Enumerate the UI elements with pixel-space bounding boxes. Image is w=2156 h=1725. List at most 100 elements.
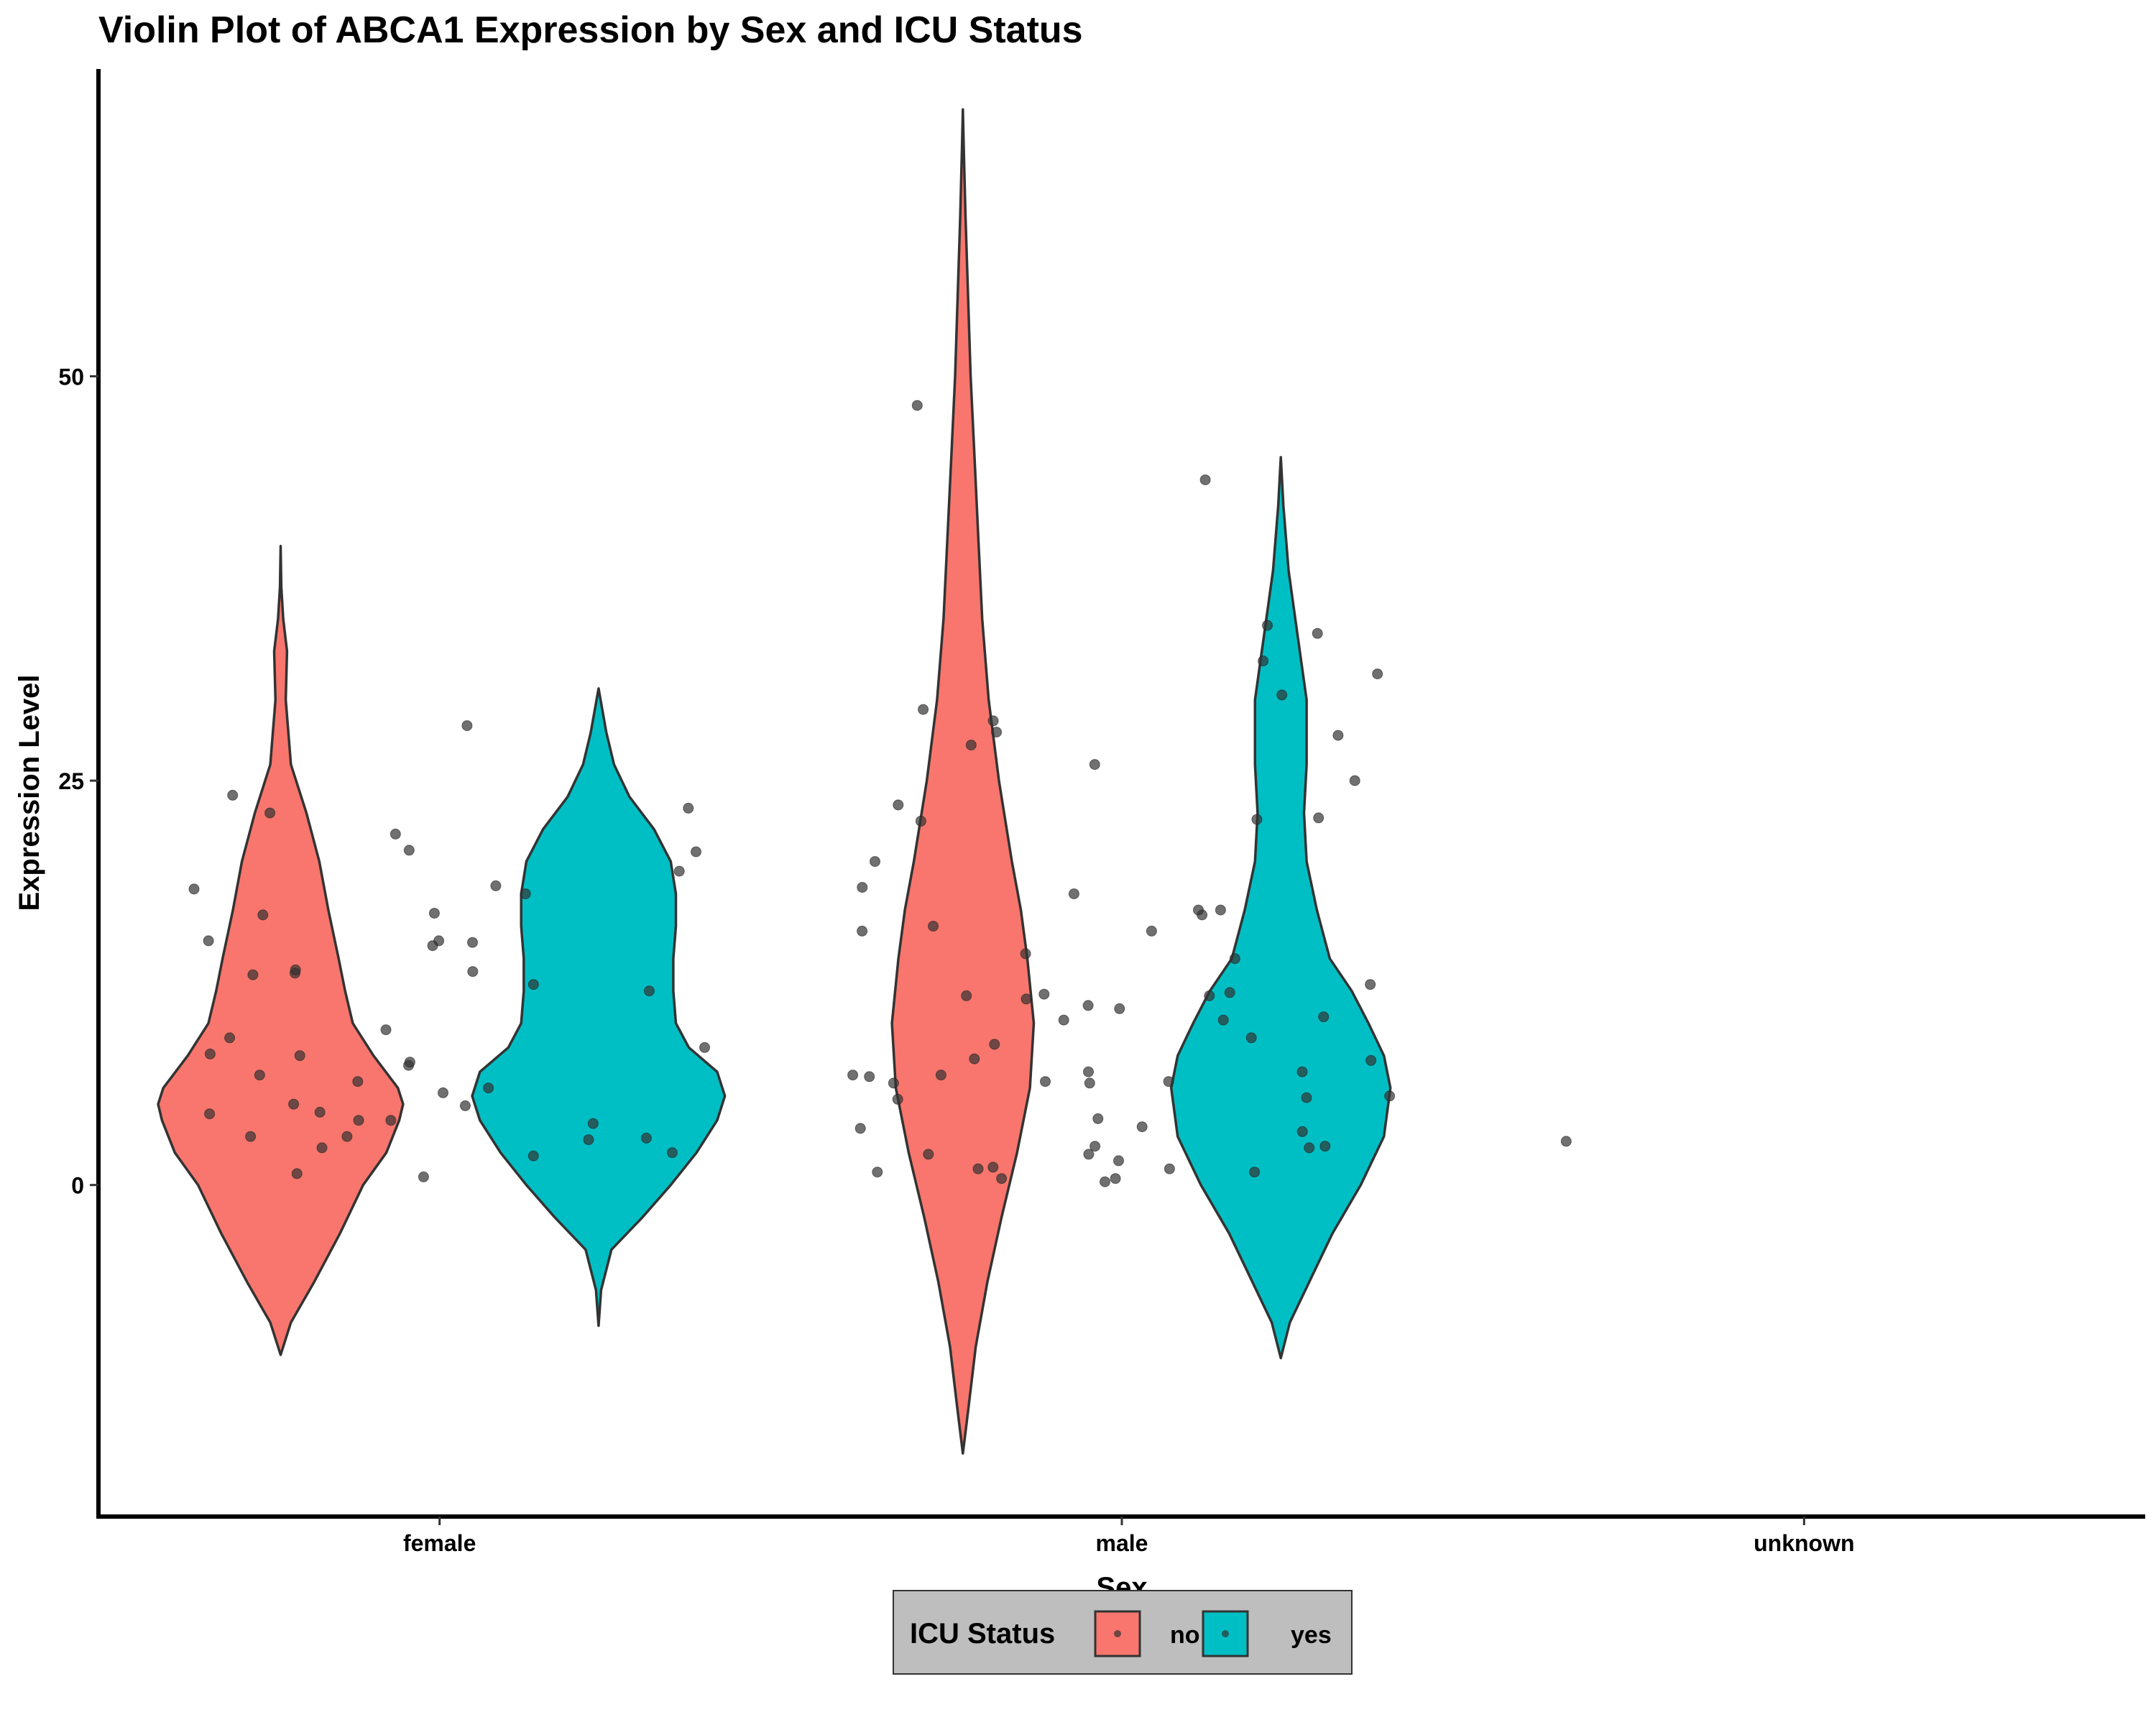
- data-point: [403, 845, 415, 856]
- data-point: [1020, 948, 1031, 960]
- y-axis-label: Expression Level: [14, 674, 45, 911]
- data-point: [257, 909, 269, 921]
- data-point: [1384, 1090, 1396, 1102]
- data-point: [353, 1115, 364, 1126]
- data-point: [188, 883, 200, 895]
- legend-point-yes: [1222, 1630, 1229, 1637]
- data-point: [666, 1147, 678, 1159]
- data-point: [385, 1115, 397, 1126]
- data-point: [587, 1118, 599, 1129]
- data-point: [203, 935, 214, 947]
- data-point: [438, 1087, 448, 1098]
- data-point: [245, 1131, 257, 1142]
- data-point: [483, 1082, 494, 1094]
- data-point: [1164, 1163, 1175, 1174]
- data-point: [1560, 1136, 1572, 1147]
- data-point: [1229, 953, 1240, 965]
- data-point: [1349, 775, 1360, 786]
- data-point: [428, 908, 440, 919]
- data-point: [1332, 730, 1344, 741]
- data-point: [1301, 1092, 1312, 1103]
- data-point: [1249, 1167, 1261, 1178]
- legend-title: ICU Status: [910, 1618, 1055, 1650]
- data-point: [1058, 1014, 1069, 1026]
- data-point: [961, 990, 972, 1001]
- data-point: [893, 799, 904, 811]
- data-point: [1113, 1155, 1124, 1167]
- legend-label-no: no: [1170, 1622, 1200, 1649]
- data-point: [915, 815, 926, 827]
- data-point: [291, 1168, 303, 1179]
- data-point: [380, 1024, 392, 1036]
- data-point: [864, 1071, 875, 1082]
- violin-female-no: [157, 545, 405, 1356]
- data-point: [204, 1048, 216, 1059]
- data-point: [854, 1123, 866, 1134]
- chart-title: Violin Plot of ABCA1 Expression by Sex a…: [98, 9, 1083, 51]
- data-point: [1021, 993, 1032, 1005]
- data-point: [490, 880, 502, 891]
- data-point: [418, 1171, 429, 1182]
- data-point: [987, 1162, 999, 1173]
- violin-female-yes: [471, 687, 727, 1328]
- data-point: [1372, 668, 1383, 680]
- data-point: [467, 966, 479, 978]
- violin-male-yes: [1169, 456, 1392, 1360]
- data-point: [1312, 627, 1323, 639]
- data-point: [1193, 904, 1204, 916]
- data-point: [341, 1131, 353, 1142]
- data-point: [459, 1100, 471, 1111]
- data-point: [1258, 656, 1269, 667]
- data-point: [467, 937, 478, 948]
- data-point: [404, 1057, 415, 1068]
- data-point: [640, 1132, 652, 1144]
- data-point: [264, 807, 276, 819]
- data-point: [699, 1041, 710, 1053]
- data-point: [1084, 1077, 1095, 1089]
- data-point: [1318, 1011, 1330, 1023]
- data-point: [227, 789, 239, 801]
- data-point: [294, 1050, 305, 1062]
- data-point: [1089, 759, 1100, 770]
- data-point: [254, 1070, 265, 1081]
- data-point: [888, 1077, 899, 1089]
- data-point: [528, 979, 539, 990]
- data-point: [1365, 979, 1376, 990]
- data-point: [316, 1142, 328, 1154]
- data-point: [1224, 987, 1235, 998]
- data-point: [969, 1053, 980, 1064]
- data-point: [691, 846, 701, 857]
- data-point: [1296, 1126, 1308, 1137]
- x-tick-label: female: [403, 1530, 476, 1556]
- y-tick-label: 50: [58, 364, 84, 390]
- data-point: [857, 882, 868, 893]
- data-point: [1319, 1141, 1331, 1152]
- data-point: [583, 1134, 594, 1146]
- data-point: [989, 1039, 1000, 1050]
- data-point: [1313, 812, 1325, 824]
- data-point: [1089, 1141, 1101, 1152]
- data-point: [461, 720, 473, 732]
- data-point: [352, 1076, 364, 1087]
- data-point: [1040, 1076, 1051, 1087]
- data-point: [643, 985, 655, 997]
- data-point: [1296, 1066, 1308, 1077]
- data-point: [290, 964, 301, 975]
- data-point: [1136, 1121, 1148, 1133]
- data-point: [1083, 1066, 1094, 1077]
- violins-layer: [157, 108, 1392, 1455]
- data-point: [928, 921, 939, 932]
- legend-point-no: [1114, 1630, 1121, 1637]
- data-point: [1146, 925, 1157, 937]
- data-point: [1038, 988, 1050, 1000]
- data-point: [1262, 620, 1273, 631]
- legend: ICU Status no yes: [893, 1590, 1353, 1675]
- data-point: [1163, 1076, 1174, 1087]
- data-point: [1365, 1054, 1377, 1066]
- data-point: [1199, 474, 1211, 486]
- data-point: [911, 400, 923, 411]
- data-point: [1276, 689, 1288, 701]
- data-point: [918, 704, 929, 715]
- data-point: [872, 1167, 883, 1178]
